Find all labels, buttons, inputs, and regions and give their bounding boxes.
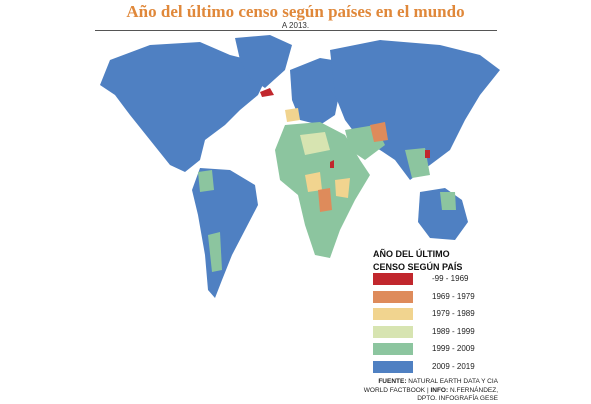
patch — [405, 148, 430, 178]
patch — [440, 192, 456, 210]
legend-swatch — [373, 290, 413, 303]
patch — [425, 150, 430, 158]
info-text: N.FERNÁNDEZ, DPTO. INFOGRAFÍA GESE — [417, 386, 498, 403]
legend-swatch — [373, 343, 413, 355]
europe — [290, 58, 345, 125]
patch — [335, 178, 350, 198]
legend-title: AÑO DEL ÚLTIMO CENSO SEGÚN PAÍS — [373, 249, 463, 272]
legend-label: 1969 - 1979 — [432, 291, 475, 301]
continents — [100, 35, 500, 298]
patch — [285, 108, 300, 122]
greenland — [235, 35, 292, 88]
north-america — [100, 42, 270, 172]
legend-label: 2009 - 2019 — [432, 361, 475, 371]
patch — [305, 172, 322, 192]
source-label: FUENTE: — [378, 378, 407, 385]
legend-label: 1979 - 1989 — [432, 309, 475, 318]
legend-label: -99 - 1969 — [432, 274, 469, 283]
source: FUENTE: NATURAL EARTH DATA Y CIA WORLD F… — [362, 378, 498, 404]
patch — [260, 88, 274, 97]
legend-label: 1989 - 1999 — [432, 326, 475, 336]
title: Año del último censo según países en el … — [126, 2, 465, 21]
patch — [370, 122, 388, 142]
south-america — [192, 168, 258, 298]
legend-swatch — [373, 325, 413, 338]
patch — [300, 132, 330, 155]
source-text: NATURAL EARTH DATA Y CIA WORLD FACTBOOK … — [363, 378, 498, 394]
patch — [318, 188, 332, 212]
country-patches — [198, 88, 456, 272]
info-label: INFO: — [430, 386, 449, 394]
patch — [330, 160, 334, 168]
patch — [198, 170, 214, 192]
legend-label: 1999 - 2009 — [432, 344, 475, 353]
legend-swatch — [373, 273, 413, 285]
patch — [208, 232, 222, 272]
legend-swatch — [373, 360, 413, 373]
title-rule — [95, 30, 497, 31]
subtitle: A 2013. — [281, 21, 310, 30]
legend-swatch — [373, 308, 413, 320]
